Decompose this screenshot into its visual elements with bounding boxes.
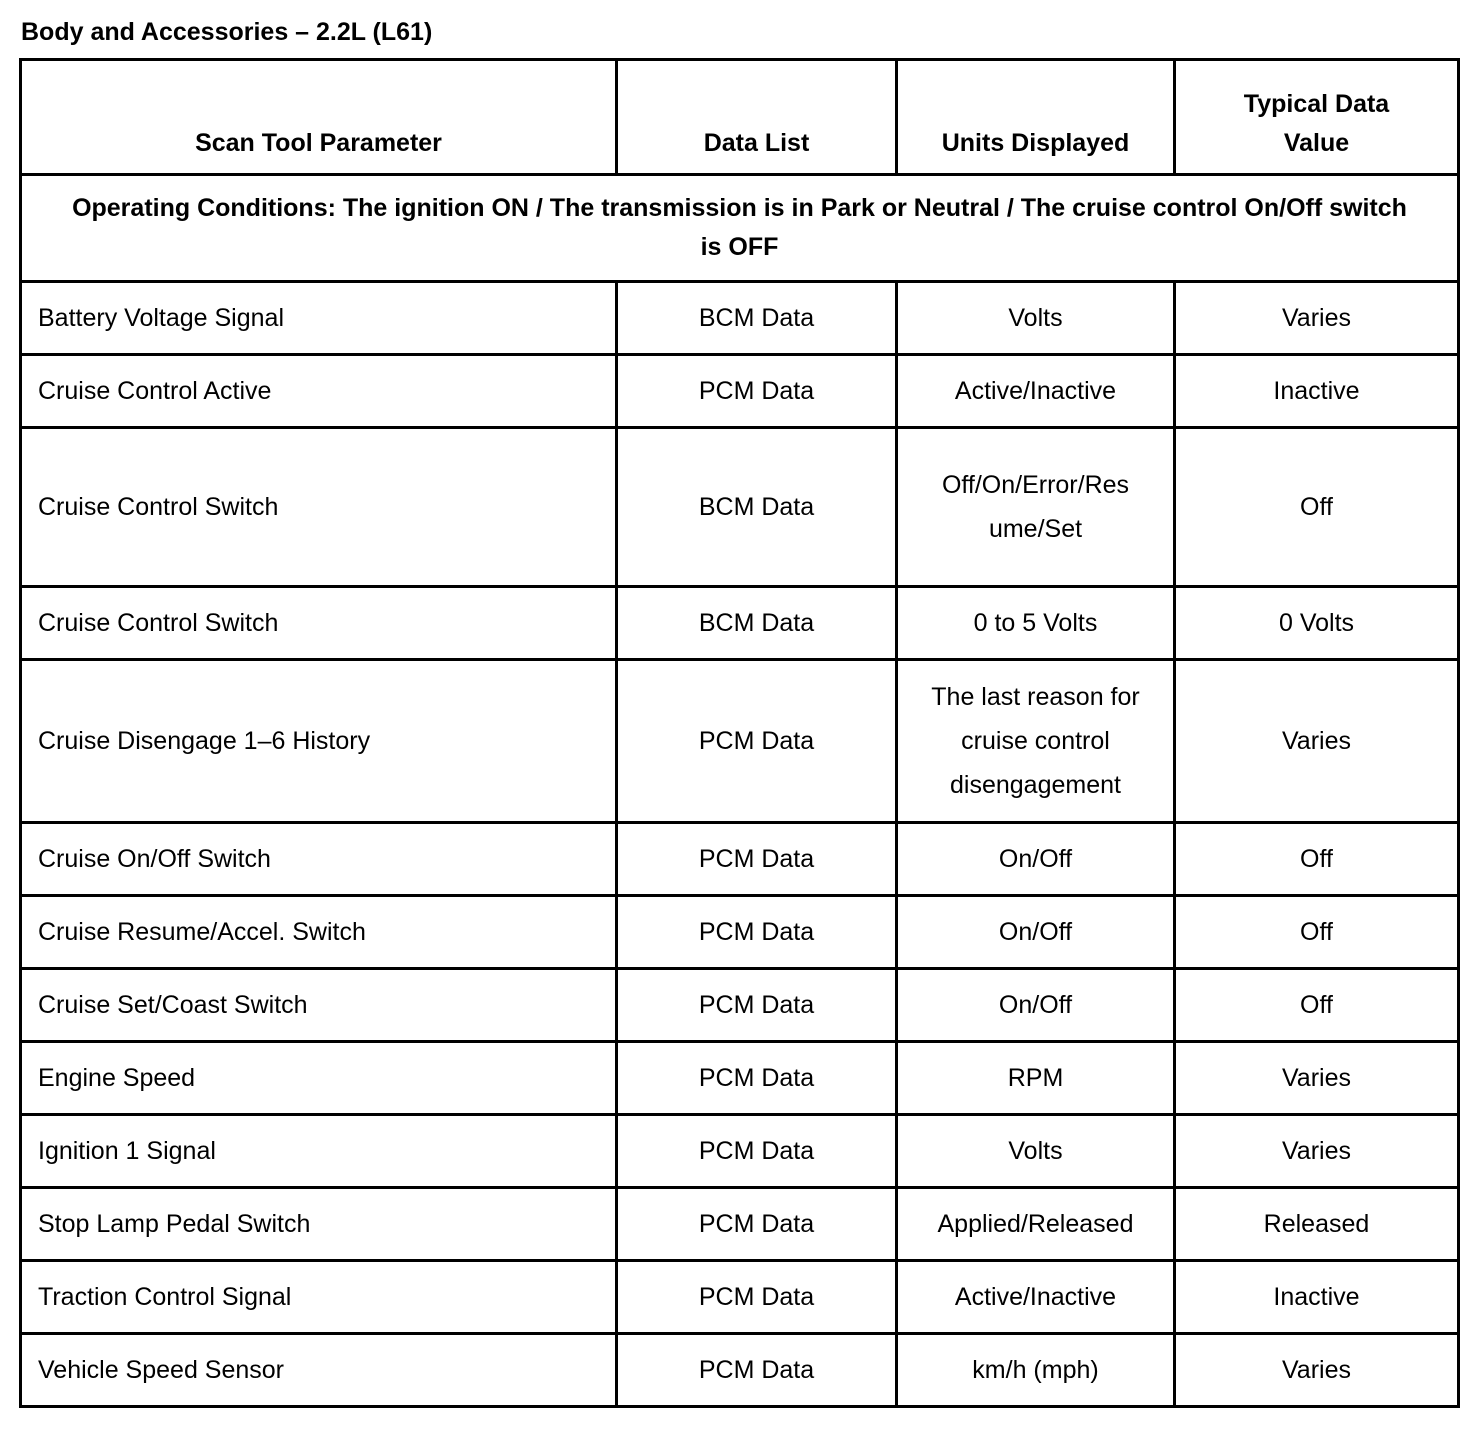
data-list-cell: PCM Data: [615, 1186, 898, 1262]
units-cell: On/Off: [895, 967, 1176, 1043]
data-list-cell: PCM Data: [615, 821, 898, 897]
data-list-cell: BCM Data: [615, 426, 898, 588]
units-cell: On/Off: [895, 894, 1176, 970]
parameter-cell: Engine Speed: [19, 1040, 618, 1116]
typical-value-cell: Varies: [1173, 658, 1460, 824]
units-cell: 0 to 5 Volts: [895, 585, 1176, 661]
parameter-cell: Traction Control Signal: [19, 1259, 618, 1335]
typical-value-cell: Off: [1173, 967, 1460, 1043]
table-row: Vehicle Speed Sensor PCM Data km/h (mph) Va…: [19, 1332, 1460, 1408]
table-row: Traction Control Signal PCM Data Active/In…: [19, 1259, 1460, 1335]
typical-value-cell: Inactive: [1173, 1259, 1460, 1335]
units-cell: km/h (mph): [895, 1332, 1176, 1408]
data-list-cell: PCM Data: [615, 658, 898, 824]
typical-value-cell: Released: [1173, 1186, 1460, 1262]
units-cell: Active/Inactive: [895, 1259, 1176, 1335]
typical-value-cell: Varies: [1173, 1332, 1460, 1408]
units-cell: Active/Inactive: [895, 353, 1176, 429]
operating-conditions: Operating Conditions: The ignition ON / …: [19, 173, 1460, 283]
table-row: Cruise Resume/Accel. Switch PCM Data On/Of…: [19, 894, 1460, 970]
parameter-cell: Stop Lamp Pedal Switch: [19, 1186, 618, 1262]
units-cell: On/Off: [895, 821, 1176, 897]
table-row: Cruise On/Off Switch PCM Data On/Off Off: [19, 821, 1460, 897]
parameter-cell: Ignition 1 Signal: [19, 1113, 618, 1189]
data-list-cell: PCM Data: [615, 1332, 898, 1408]
parameter-cell: Cruise Disengage 1–6 History: [19, 658, 618, 824]
table-row: Cruise Set/Coast Switch PCM Data On/Off Off: [19, 967, 1460, 1043]
header-units-displayed: Units Displayed: [895, 58, 1176, 176]
typical-value-cell: Off: [1173, 894, 1460, 970]
typical-value-cell: Varies: [1173, 1113, 1460, 1189]
header-typical-data-value: Typical Data Value: [1173, 58, 1460, 176]
header-row: Scan Tool Parameter Data List Units Disp…: [19, 58, 1460, 176]
units-cell: Volts: [895, 1113, 1176, 1189]
typical-value-cell: Varies: [1173, 1040, 1460, 1116]
data-list-cell: PCM Data: [615, 967, 898, 1043]
typical-value-cell: Off: [1173, 821, 1460, 897]
parameter-cell: Cruise Control Switch: [19, 585, 618, 661]
units-cell: Applied/Released: [895, 1186, 1176, 1262]
units-cell: Off/On/Error/Resume/Set: [895, 426, 1176, 588]
parameter-cell: Cruise On/Off Switch: [19, 821, 618, 897]
parameter-cell: Cruise Control Active: [19, 353, 618, 429]
units-cell: RPM: [895, 1040, 1176, 1116]
table-row: Engine Speed PCM Data RPM Varies: [19, 1040, 1460, 1116]
table-row: Stop Lamp Pedal Switch PCM Data Applied/Re…: [19, 1186, 1460, 1262]
document-title: Body and Accessories – 2.2L (L61): [21, 18, 433, 46]
table-row: Ignition 1 Signal PCM Data Volts Varies: [19, 1113, 1460, 1189]
units-cell: The last reason for cruise control disen…: [895, 658, 1176, 824]
table-row: Cruise Control Switch BCM Data 0 to 5 Volt…: [19, 585, 1460, 661]
data-list-cell: PCM Data: [615, 1259, 898, 1335]
table-row: Battery Voltage Signal BCM Data Volts Varie…: [19, 280, 1460, 356]
data-list-cell: PCM Data: [615, 1113, 898, 1189]
typical-value-cell: Off: [1173, 426, 1460, 588]
data-list-cell: BCM Data: [615, 280, 898, 356]
header-scan-tool-parameter: Scan Tool Parameter: [19, 58, 618, 176]
scan-tool-data-table: Scan Tool Parameter Data List Units Disp…: [19, 58, 1460, 1408]
data-list-cell: PCM Data: [615, 894, 898, 970]
operating-conditions-row: Operating Conditions: The ignition ON / …: [19, 173, 1460, 283]
table-row: Cruise Control Switch BCM Data Off/On/Erro…: [19, 426, 1460, 588]
header-data-list: Data List: [615, 58, 898, 176]
units-cell: Volts: [895, 280, 1176, 356]
parameter-cell: Battery Voltage Signal: [19, 280, 618, 356]
parameter-cell: Cruise Resume/Accel. Switch: [19, 894, 618, 970]
parameter-cell: Cruise Control Switch: [19, 426, 618, 588]
data-list-cell: PCM Data: [615, 1040, 898, 1116]
typical-value-cell: Inactive: [1173, 353, 1460, 429]
table-row: Cruise Control Active PCM Data Active/Inac…: [19, 353, 1460, 429]
parameter-cell: Vehicle Speed Sensor: [19, 1332, 618, 1408]
parameter-cell: Cruise Set/Coast Switch: [19, 967, 618, 1043]
table-row: Cruise Disengage 1–6 History PCM Data The …: [19, 658, 1460, 824]
data-list-cell: BCM Data: [615, 585, 898, 661]
data-list-cell: PCM Data: [615, 353, 898, 429]
typical-value-cell: Varies: [1173, 280, 1460, 356]
typical-value-cell: 0 Volts: [1173, 585, 1460, 661]
